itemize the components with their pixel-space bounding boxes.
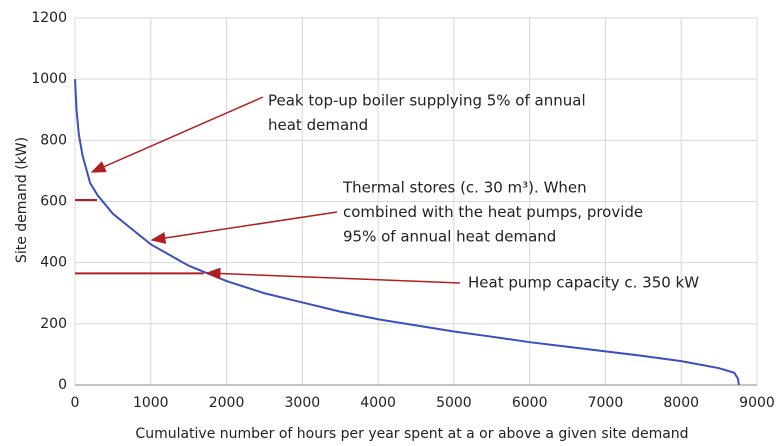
y-tick-label: 400 (40, 255, 67, 271)
y-tick-label: 1000 (31, 71, 67, 87)
x-tick-label: 3000 (285, 395, 321, 411)
annotation-text: Peak top-up boiler supplying 5% of annua… (268, 92, 586, 110)
x-tick-label: 8000 (663, 395, 699, 411)
y-tick-label: 600 (40, 194, 67, 210)
annotation-text: 95% of annual heat demand (343, 228, 556, 246)
x-tick-label: 6000 (512, 395, 548, 411)
annotation-text: Thermal stores (c. 30 m³). When (342, 179, 587, 197)
x-tick-label: 4000 (360, 395, 396, 411)
x-axis-label: Cumulative number of hours per year spen… (135, 426, 688, 442)
x-tick-label: 5000 (436, 395, 472, 411)
annotation-arrow (205, 267, 461, 284)
x-tick-label: 7000 (588, 395, 624, 411)
annotation-arrow (150, 211, 338, 244)
x-tick-label: 1000 (133, 395, 169, 411)
y-axis-label: Site demand (kW) (14, 137, 30, 263)
annotation-text: combined with the heat pumps, provide (343, 203, 643, 221)
y-tick-label: 1200 (31, 10, 67, 26)
annotation-text: heat demand (268, 116, 368, 134)
x-tick-label: 9000 (739, 395, 775, 411)
y-tick-label: 800 (40, 132, 67, 148)
y-tick-label: 200 (40, 316, 67, 332)
data-line (74, 79, 740, 386)
y-tick-label: 0 (58, 377, 67, 393)
annotation-text: Heat pump capacity c. 350 kW (468, 274, 699, 292)
annotation-arrow (90, 96, 264, 173)
x-tick-label: 2000 (209, 395, 245, 411)
x-tick-label: 0 (71, 395, 80, 411)
